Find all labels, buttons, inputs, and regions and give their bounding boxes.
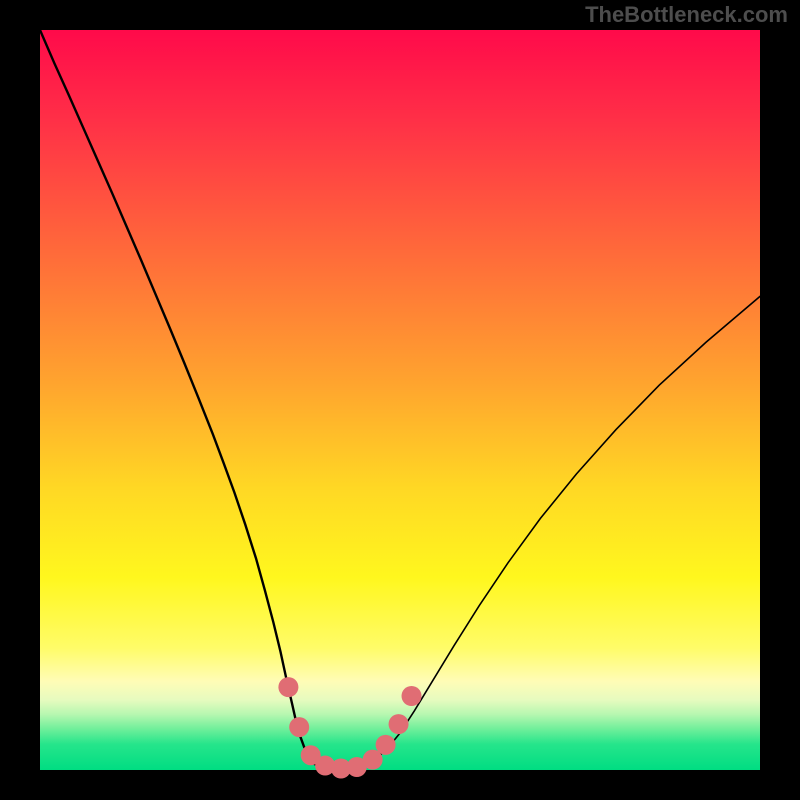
data-marker — [289, 717, 309, 737]
data-marker — [278, 677, 298, 697]
data-marker — [376, 735, 396, 755]
bottleneck-chart-svg: TheBottleneck.com — [0, 0, 800, 800]
watermark-text: TheBottleneck.com — [585, 2, 788, 27]
data-marker — [402, 686, 422, 706]
chart-root: TheBottleneck.com — [0, 0, 800, 800]
data-marker — [389, 714, 409, 734]
plot-area — [40, 30, 760, 770]
